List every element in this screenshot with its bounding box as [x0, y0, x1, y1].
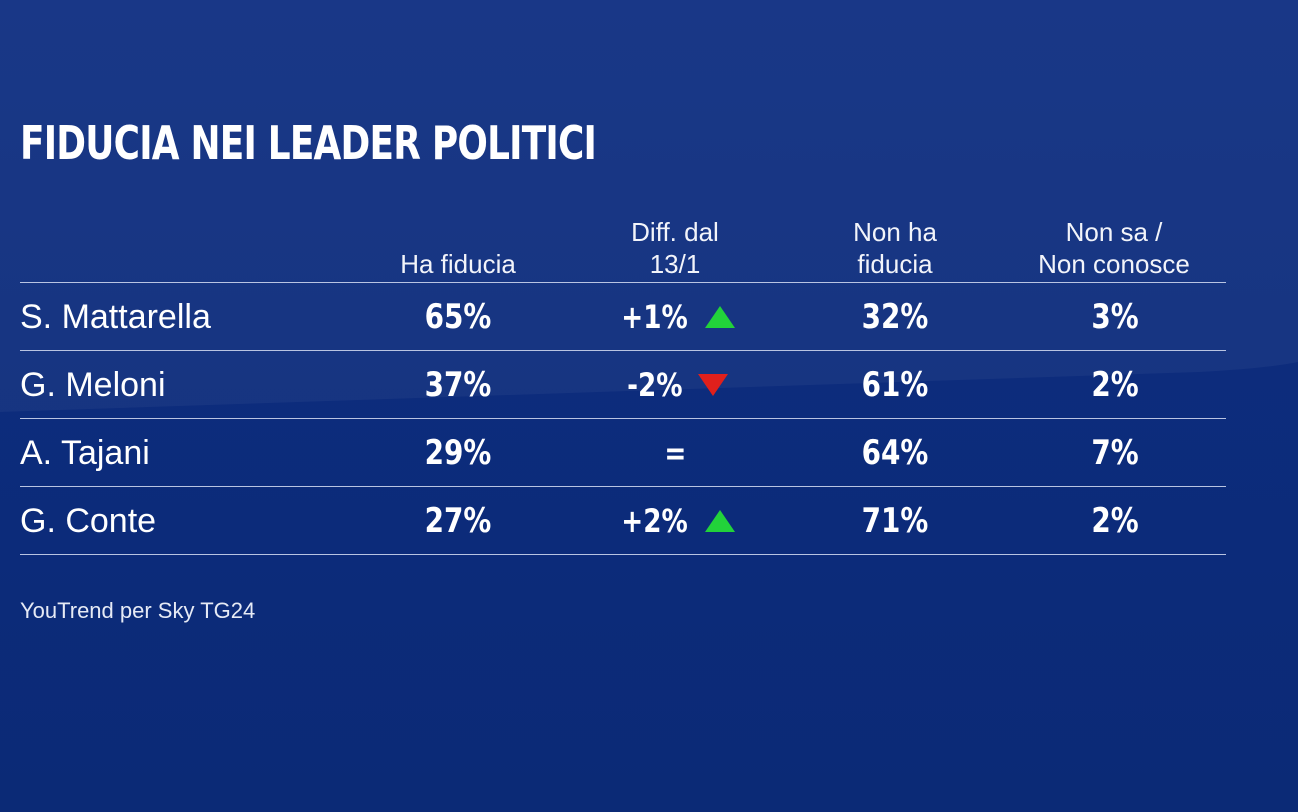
cell-ha-fiducia: 27% [424, 501, 492, 541]
column-header-diff: Diff. dal 13/1 [631, 217, 719, 279]
diff-value: +1% [621, 298, 689, 336]
cell-non-sa: 3% [1091, 297, 1139, 337]
column-header-non-ha-fiducia: Non ha fiducia [853, 217, 937, 279]
table-rule [20, 282, 1226, 283]
table-rule [20, 554, 1226, 555]
trend-up-icon [704, 510, 735, 532]
cell-non-sa: 7% [1091, 433, 1139, 473]
cell-ha-fiducia: 65% [424, 297, 492, 337]
row-name: S. Mattarella [20, 298, 211, 336]
row-name: G. Conte [20, 502, 157, 540]
diff-value: +2% [621, 502, 689, 540]
trend-up-icon [704, 306, 735, 328]
diff-value: -2% [627, 366, 683, 404]
cell-ha-fiducia: 29% [424, 433, 492, 473]
column-header-non-sa: Non sa / Non conosce [1038, 217, 1190, 279]
chart-title: FIDUCIA NEI LEADER POLITICI [20, 116, 597, 170]
cell-non-sa: 2% [1091, 501, 1139, 541]
source-note: YouTrend per Sky TG24 [20, 598, 256, 623]
cell-non-ha-fiducia: 61% [861, 365, 929, 405]
cell-non-ha-fiducia: 64% [861, 433, 929, 473]
cell-non-ha-fiducia: 32% [861, 297, 929, 337]
row-name: G. Meloni [20, 366, 166, 404]
cell-diff: +1% [600, 297, 750, 337]
table-rule [20, 418, 1226, 419]
cell-non-sa: 2% [1091, 365, 1139, 405]
cell-diff: +2% [600, 501, 750, 541]
diff-value: = [664, 434, 686, 472]
column-header-ha-fiducia: Ha fiducia [400, 249, 516, 279]
trend-down-icon [697, 374, 728, 396]
table-rule [20, 486, 1226, 487]
cell-ha-fiducia: 37% [424, 365, 492, 405]
cell-diff: = [600, 433, 750, 473]
cell-non-ha-fiducia: 71% [861, 501, 929, 541]
cell-diff: -2% [600, 365, 750, 405]
table-rule [20, 350, 1226, 351]
row-name: A. Tajani [20, 434, 150, 472]
